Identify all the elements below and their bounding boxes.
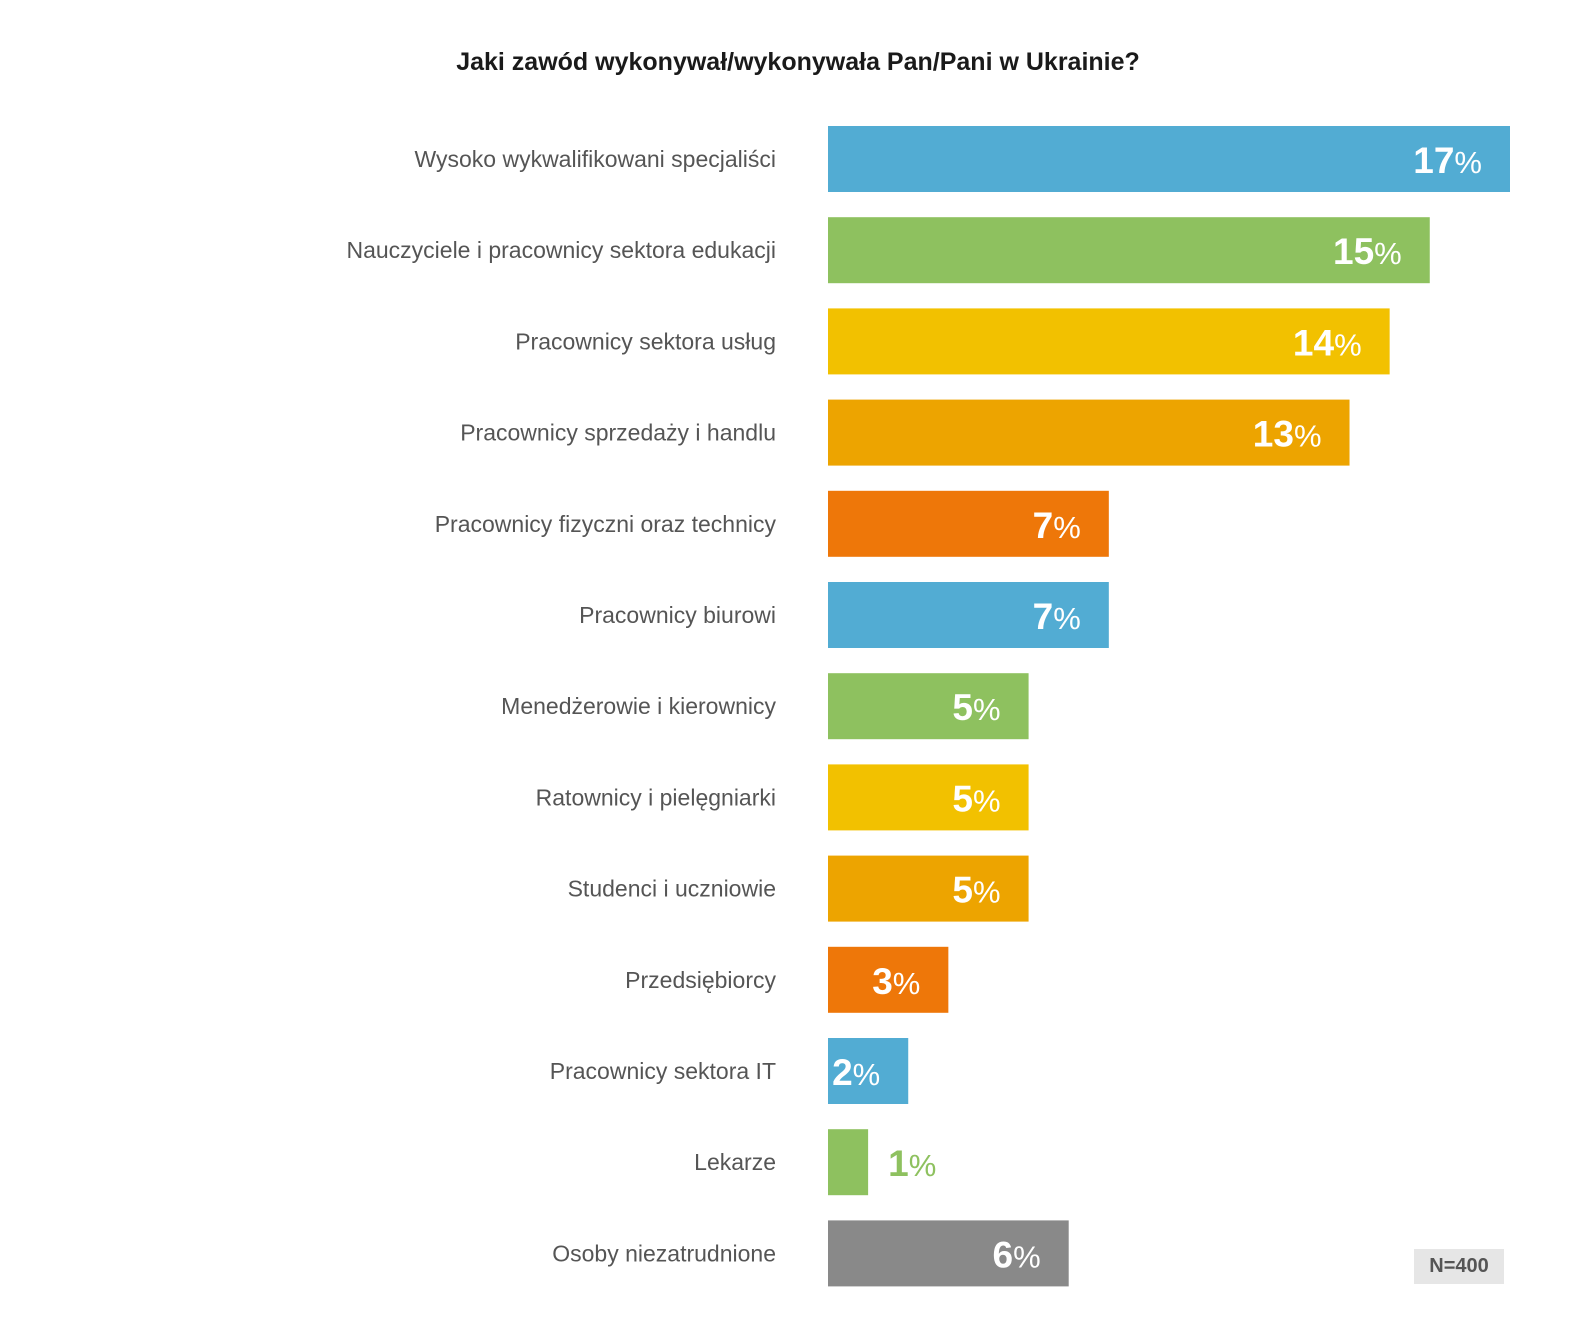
bar-4	[828, 490, 1109, 557]
value-label-11: 1%	[888, 1143, 936, 1184]
bar-0	[828, 126, 1510, 192]
bar-8	[828, 855, 1029, 922]
bar-5	[828, 582, 1109, 648]
category-label-0: Wysoko wykwalifikowani specjaliści	[414, 146, 776, 172]
value-label-9: 3%	[872, 961, 920, 1002]
bar-6	[828, 673, 1029, 740]
category-label-8: Studenci i uczniowie	[568, 876, 776, 902]
chart-title: Jaki zawód wykonywał/wykonywała Pan/Pani…	[456, 48, 1140, 76]
value-label-3: 13%	[1253, 414, 1322, 455]
category-label-1: Nauczyciele i pracownicy sektora edukacj…	[346, 237, 776, 263]
category-label-7: Ratownicy i pielęgniarki	[536, 784, 776, 810]
category-label-9: Przedsiębiorcy	[625, 967, 776, 993]
value-label-4: 7%	[1033, 505, 1081, 546]
value-label-5: 7%	[1033, 596, 1081, 637]
bar-9	[828, 946, 949, 1013]
bar-12	[828, 1220, 1069, 1287]
category-label-6: Menedżerowie i kierownicy	[501, 693, 776, 719]
value-label-0: 17%	[1413, 140, 1482, 181]
bar-1	[828, 217, 1430, 284]
bar-10	[828, 1038, 909, 1104]
sample-size-badge: N=400	[1414, 1249, 1504, 1284]
value-label-10: 2%	[832, 1052, 880, 1093]
value-label-2: 14%	[1293, 322, 1362, 363]
category-label-12: Osoby niezatrudnione	[552, 1240, 776, 1266]
category-label-10: Pracownicy sektora IT	[550, 1058, 776, 1084]
category-label-4: Pracownicy fizyczni oraz technicy	[435, 511, 777, 537]
value-label-7: 5%	[952, 778, 1000, 819]
category-label-11: Lekarze	[694, 1149, 776, 1175]
category-label-2: Pracownicy sektora usług	[515, 328, 776, 354]
bar-2	[828, 308, 1390, 375]
bar-3	[828, 399, 1350, 466]
value-label-12: 6%	[993, 1234, 1041, 1275]
value-label-1: 15%	[1333, 231, 1402, 272]
value-label-8: 5%	[952, 870, 1000, 911]
category-label-5: Pracownicy biurowi	[579, 602, 776, 628]
value-label-6: 5%	[952, 687, 1000, 728]
category-label-3: Pracownicy sprzedaży i handlu	[460, 420, 776, 446]
bar-7	[828, 764, 1029, 831]
bar-11	[828, 1129, 869, 1196]
